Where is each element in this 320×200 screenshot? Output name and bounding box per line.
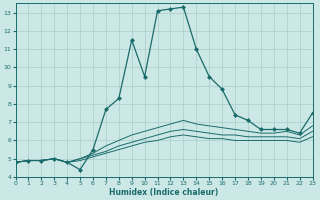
- X-axis label: Humidex (Indice chaleur): Humidex (Indice chaleur): [109, 188, 219, 197]
